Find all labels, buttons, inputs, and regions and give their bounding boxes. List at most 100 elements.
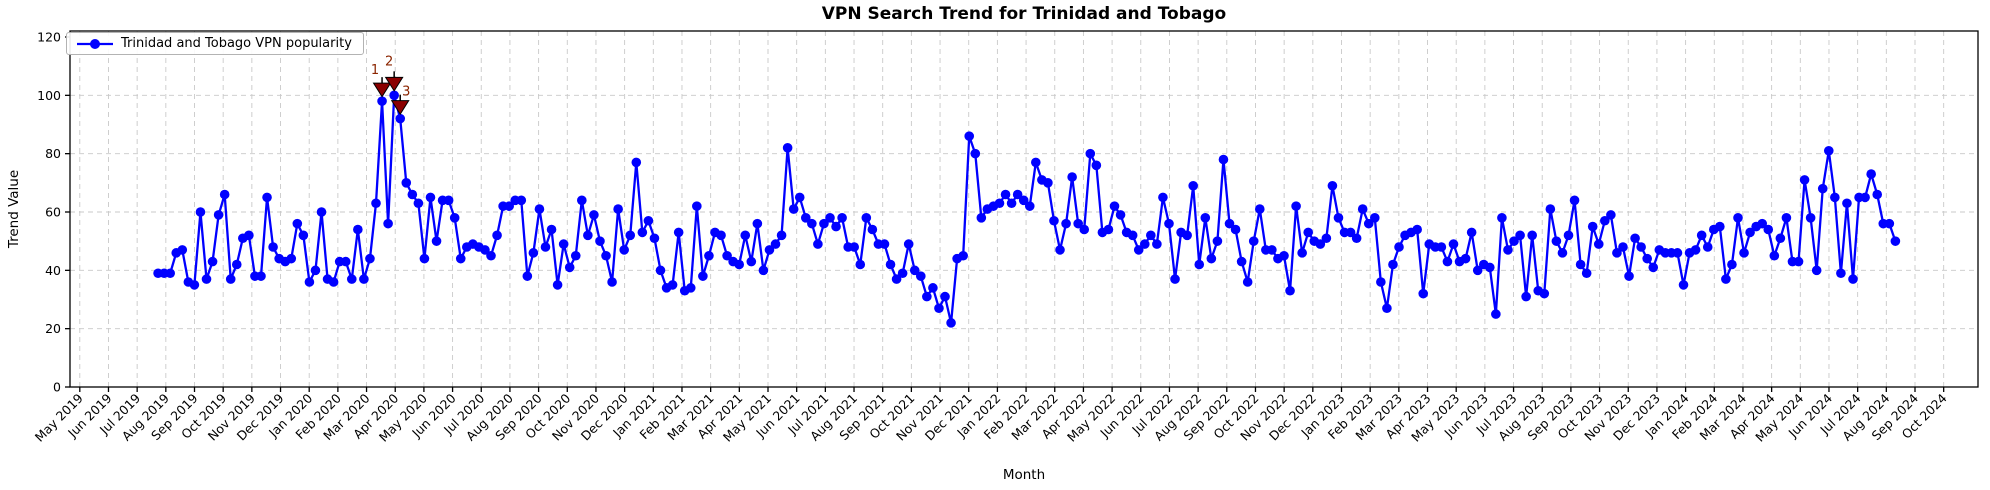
data-point — [897, 268, 908, 279]
data-point — [1388, 259, 1398, 270]
data-point — [1285, 285, 1295, 296]
data-point — [1721, 274, 1731, 284]
data-point — [1793, 256, 1804, 267]
annotation-triangle-icon — [390, 100, 410, 116]
data-point — [740, 230, 751, 241]
data-point — [389, 90, 399, 101]
data-point — [1206, 253, 1217, 264]
data-point — [225, 274, 236, 284]
data-point — [1200, 213, 1211, 223]
data-point — [552, 280, 563, 290]
y-tick-label: 60 — [45, 204, 61, 219]
data-point — [625, 230, 636, 241]
data-point — [770, 239, 781, 249]
plot-border — [69, 30, 1979, 388]
data-point — [492, 230, 502, 241]
data-point — [964, 131, 975, 141]
data-point — [1133, 245, 1144, 255]
data-point — [504, 201, 514, 211]
data-point — [1012, 189, 1023, 200]
data-point — [1442, 256, 1453, 267]
data-point — [395, 113, 406, 124]
data-point — [800, 213, 811, 223]
data-point — [1636, 242, 1646, 252]
y-axis: 0 20 40 60 80 100 120 — [37, 29, 70, 395]
data-point — [1727, 259, 1737, 270]
data-point — [1055, 245, 1065, 255]
data-point — [909, 265, 920, 276]
data-point — [1067, 172, 1077, 182]
data-point — [577, 195, 587, 206]
data-point — [1491, 309, 1501, 319]
data-point — [1139, 239, 1150, 249]
data-point — [1303, 227, 1314, 238]
data-point — [746, 256, 757, 267]
data-point — [831, 221, 841, 232]
data-point — [583, 230, 593, 241]
data-point — [813, 239, 823, 249]
data-point — [958, 250, 968, 261]
annotation-triangle-icon — [372, 82, 392, 98]
data-point — [1497, 213, 1507, 223]
data-point — [304, 277, 315, 287]
data-point — [383, 218, 393, 229]
data-point — [861, 213, 872, 223]
data-point — [486, 250, 496, 261]
data-point — [431, 236, 442, 246]
data-point — [1327, 180, 1338, 191]
data-point — [1006, 198, 1017, 209]
data-point — [540, 242, 551, 252]
data-point — [528, 248, 539, 258]
data-point — [1376, 277, 1386, 287]
data-point — [1763, 224, 1774, 235]
data-point — [1091, 160, 1102, 171]
data-point — [794, 192, 805, 203]
data-point — [1872, 189, 1883, 200]
data-point — [667, 280, 678, 290]
data-point — [1866, 169, 1876, 179]
data-point — [1182, 230, 1192, 241]
data-point — [1702, 242, 1713, 252]
data-point — [353, 224, 363, 235]
data-point — [359, 274, 369, 284]
data-point — [1678, 280, 1689, 290]
data-point — [922, 291, 932, 302]
data-point — [1315, 239, 1326, 249]
data-point — [1351, 233, 1362, 244]
data-point — [1817, 183, 1828, 194]
data-point — [564, 262, 575, 273]
data-point — [1000, 189, 1011, 200]
data-point — [1539, 288, 1550, 299]
data-point — [1394, 242, 1404, 252]
data-point — [1024, 201, 1035, 211]
data-point — [231, 259, 242, 270]
data-point — [1503, 245, 1513, 255]
y-axis-label: Trend Value — [6, 169, 22, 249]
data-point — [1781, 213, 1792, 223]
data-point — [1194, 259, 1205, 270]
data-point — [1672, 248, 1683, 258]
data-point — [613, 204, 623, 214]
data-point — [286, 253, 297, 264]
data-point — [1164, 218, 1174, 229]
data-point — [1031, 157, 1041, 168]
data-point — [449, 213, 460, 223]
data-point — [1630, 233, 1640, 244]
data-point — [649, 233, 660, 244]
data-point — [316, 207, 327, 217]
data-point — [1448, 239, 1459, 249]
data-point — [643, 215, 654, 226]
data-point — [1466, 227, 1477, 238]
data-point — [704, 250, 714, 261]
data-point — [1345, 227, 1356, 238]
data-point — [940, 291, 950, 302]
legend-series-label: Trinidad and Tobago VPN popularity — [121, 36, 352, 51]
data-point — [631, 157, 642, 168]
y-tick-label: 20 — [45, 321, 61, 336]
data-point — [1600, 215, 1610, 226]
y-tick-label: 0 — [53, 380, 61, 395]
data-point — [607, 277, 617, 287]
data-point — [698, 271, 708, 281]
data-point — [1733, 213, 1743, 223]
y-tick-label: 120 — [37, 29, 61, 44]
